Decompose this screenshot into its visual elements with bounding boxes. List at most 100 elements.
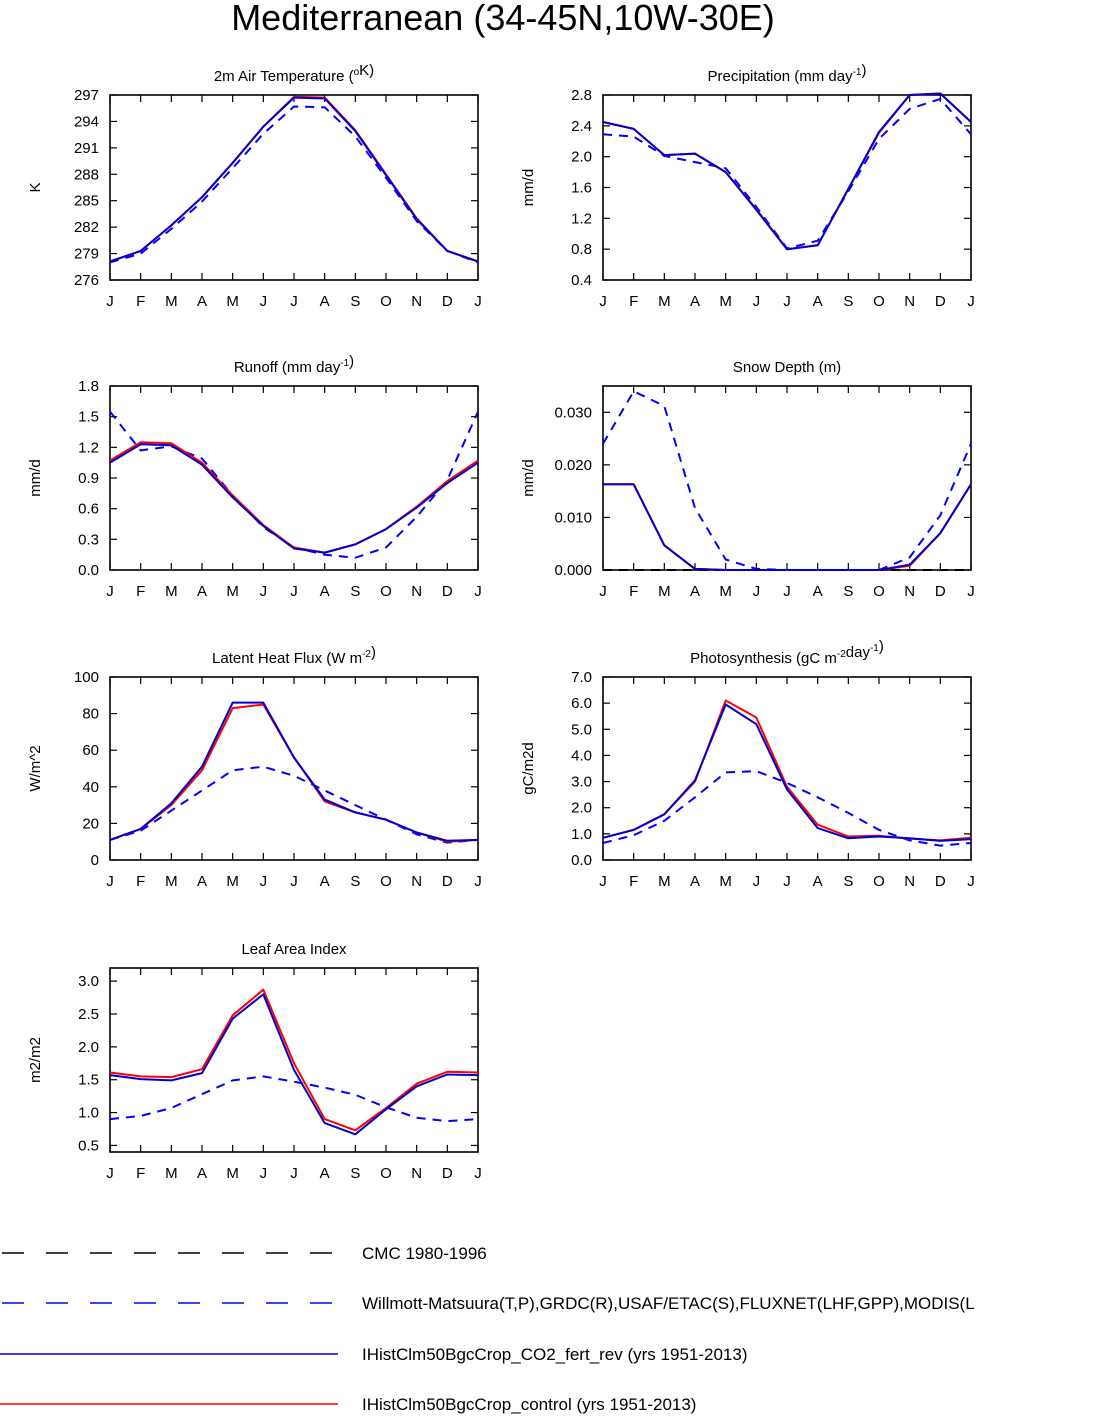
x-tick-label: A [197,293,207,310]
chart-title: 2m Air Temperature (oK) [214,62,374,85]
chart-title: Precipitation (mm day-1) [708,62,867,85]
legend-label: Willmott-Matsuura(T,P),GRDC(R),USAF/ETAC… [362,1294,975,1313]
series-line-2 [109,703,479,843]
x-tick-label: A [320,583,330,600]
legend: CMC 1980-1996 Willmott-Matsuura(T,P),GRDC… [0,1244,975,1414]
x-tick-label: F [136,293,145,310]
x-tick-label: J [599,293,607,310]
series-line-2 [109,988,479,1132]
y-tick-label: 1.2 [78,439,99,456]
chart-panel-3: Runoff (mm day-1) mm/d J F M A M J J A S O N D J 0.0 0.3… [27,353,482,600]
y-axis-label: W/m^2 [27,745,44,791]
y-tick-label: 0.0 [571,852,592,869]
y-tick-label: 6.0 [571,695,592,712]
x-tick-label: M [658,873,671,890]
y-tick-label: 0.0 [78,562,99,579]
y-tick-label: 1.0 [571,826,592,843]
x-tick-label: J [106,293,114,310]
x-tick-label: O [873,583,885,600]
y-tick-label: 288 [74,166,99,183]
series-line-3 [109,701,479,842]
plot-frame [109,94,479,281]
series-line-2 [109,95,479,263]
y-tick-label: 100 [74,669,99,686]
x-tick-label: A [690,583,700,600]
chart-title: Snow Depth (m) [733,359,841,376]
series-line-2 [602,699,972,842]
y-tick-label: 2.8 [571,87,592,104]
x-tick-label: S [843,583,853,600]
y-tick-label: 0.010 [554,509,592,526]
x-tick-label: J [753,583,761,600]
y-tick-label: 2.0 [571,149,592,166]
x-tick-label: F [629,873,638,890]
y-tick-label: 20 [82,815,99,832]
x-tick-label: J [260,1165,268,1182]
x-tick-label: F [136,583,145,600]
series-line-1 [109,410,479,559]
chart-title: Latent Heat Flux (W m-2) [212,644,376,667]
y-tick-label: 276 [74,272,99,289]
x-tick-label: N [904,293,915,310]
y-tick-label: 7.0 [571,669,592,686]
x-tick-label: F [136,873,145,890]
y-tick-label: 2.4 [571,118,592,135]
x-tick-label: S [843,293,853,310]
plot-frame [109,676,479,861]
x-tick-label: J [106,873,114,890]
x-tick-label: M [719,873,732,890]
plot-frame [109,385,479,571]
x-tick-label: M [719,583,732,600]
x-tick-label: S [350,293,360,310]
series-line-4 [603,483,972,571]
x-tick-label: A [197,1165,207,1182]
y-tick-label: 0.3 [78,531,99,548]
y-tick-label: 1.8 [78,378,99,395]
x-tick-label: J [967,873,975,890]
y-tick-label: 60 [82,742,99,759]
x-tick-label: M [658,293,671,310]
series-line-1 [109,1075,479,1123]
y-tick-label: 2.5 [78,1006,99,1023]
y-tick-label: 3.0 [571,774,592,791]
y-axis-label: m2/m2 [27,1037,44,1083]
x-tick-label: O [380,583,392,600]
y-axis-label: mm/d [520,459,537,497]
x-tick-label: J [260,873,268,890]
x-tick-label: A [320,873,330,890]
plot-frame [602,385,972,571]
x-tick-label: D [935,293,946,310]
x-tick-label: J [783,873,791,890]
x-tick-label: A [813,293,823,310]
x-tick-label: A [320,293,330,310]
x-tick-label: J [260,293,268,310]
series-line-3 [109,96,479,263]
series-line-3 [602,703,972,842]
x-tick-label: J [290,583,298,600]
x-tick-label: D [442,873,453,890]
x-tick-label: N [904,873,915,890]
y-tick-label: 1.2 [571,210,592,227]
chart-panel-6: Photosynthesis (gC m-2day-1) gC/m2d J F M A M J… [520,638,975,890]
y-tick-label: 1.0 [78,1105,99,1122]
x-tick-label: D [442,583,453,600]
x-tick-label: N [411,873,422,890]
x-tick-label: J [290,1165,298,1182]
chart-panels: 2m Air Temperature (oK) K J F M A M J J A S O N D J 276… [27,62,975,1182]
x-tick-label: D [442,1165,453,1182]
x-tick-label: F [629,583,638,600]
chart-panel-7: Leaf Area Index m2/m2 J F M A M J J A S O N D J 0.5 1.0 1… [27,941,482,1182]
x-tick-label: A [197,873,207,890]
x-tick-label: O [380,1165,392,1182]
chart-panel-4: Snow Depth (m) mm/d J F M A M J J A S O N D J 0.000 0.01… [520,359,975,600]
series-line-1 [602,97,972,250]
plot-frame [602,94,972,281]
x-tick-label: O [873,293,885,310]
page-title: Mediterranean (34-45N,10W-30E) [231,0,775,38]
chart-title: Runoff (mm day-1) [234,353,354,376]
x-tick-label: J [260,583,268,600]
x-tick-label: A [320,1165,330,1182]
y-tick-label: 5.0 [571,721,592,738]
